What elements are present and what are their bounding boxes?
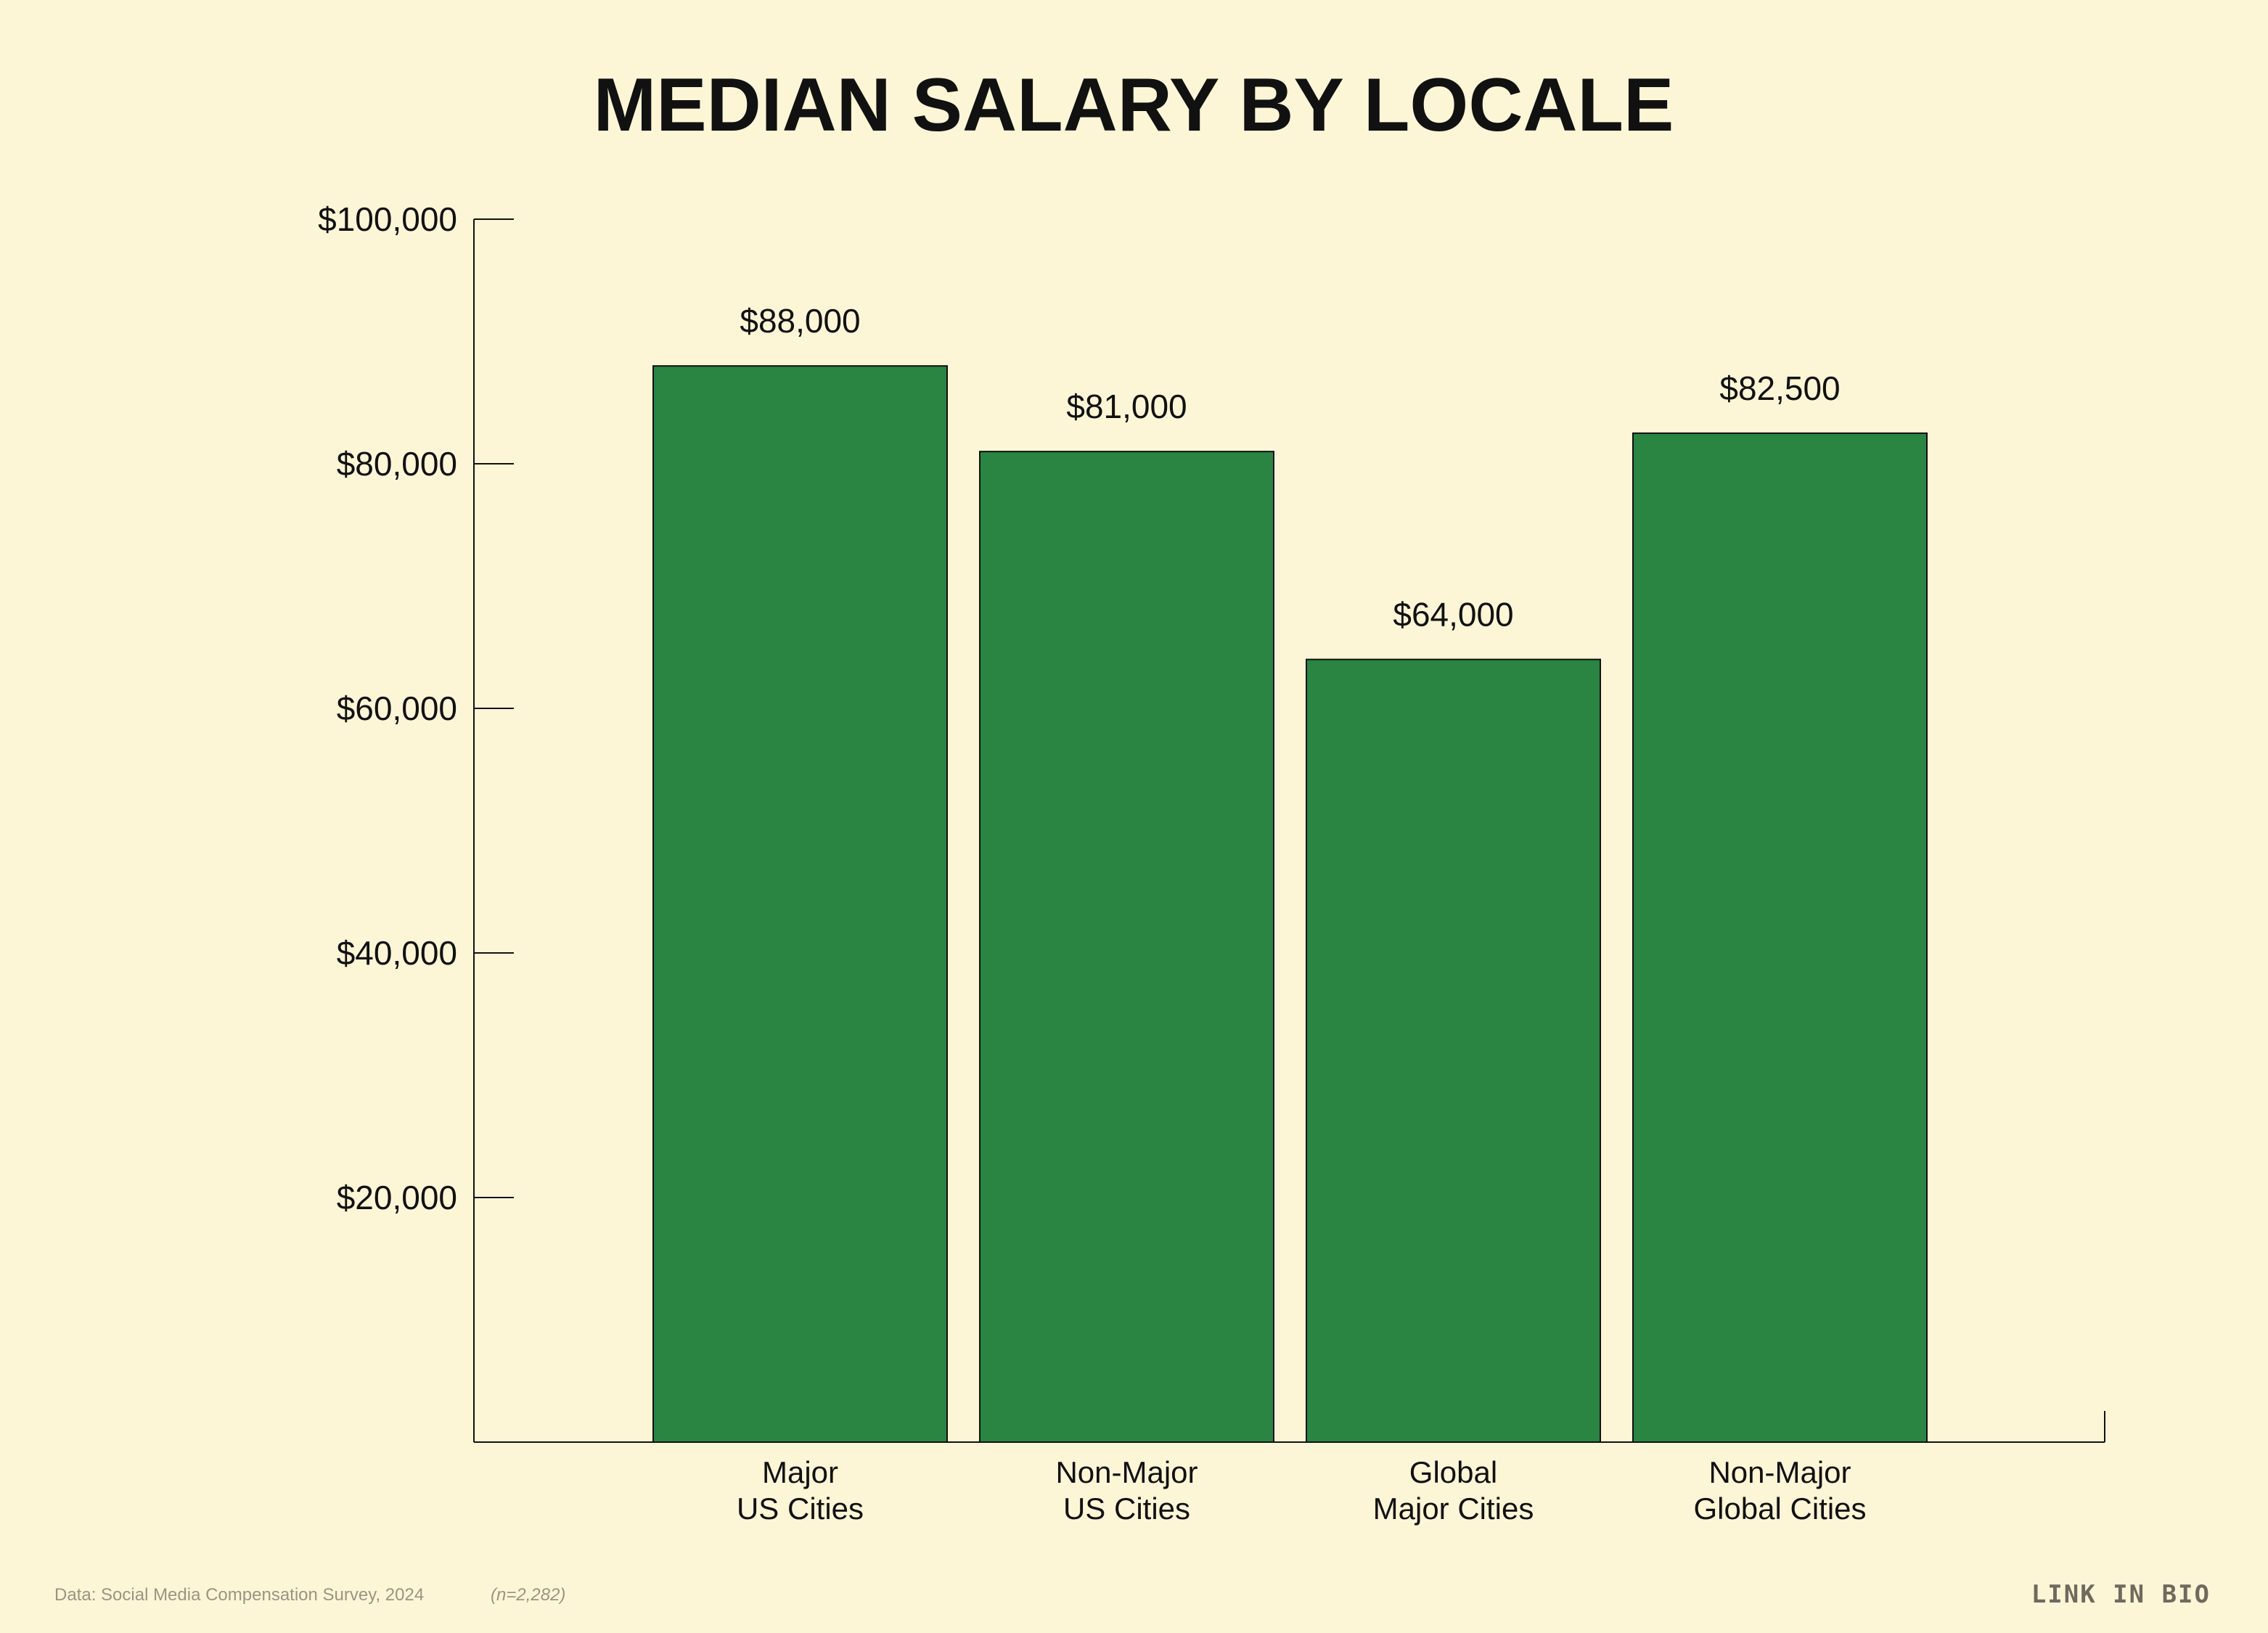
y-tick-label: $20,000: [337, 1179, 457, 1216]
y-tick-label: $60,000: [337, 689, 457, 727]
chart-title: MEDIAN SALARY BY LOCALE: [594, 63, 1674, 147]
bar-value-label: $64,000: [1393, 596, 1513, 634]
y-tick-label: $100,000: [318, 200, 457, 238]
bar-value-label: $88,000: [740, 302, 860, 340]
data-labels: $88,000 $81,000 $64,000 $82,500: [740, 302, 1840, 633]
sample-size-note: (n=2,282): [491, 1585, 565, 1605]
x-category-label: Global Cities: [1693, 1491, 1866, 1526]
bars: [652, 365, 1928, 1444]
brand-logo: LINK IN BIO: [2031, 1580, 2211, 1609]
x-category-label: Non-Major: [1708, 1455, 1851, 1489]
bar-value-label: $82,500: [1719, 369, 1840, 407]
source-note: Data: Social Media Compensation Survey, …: [54, 1585, 424, 1605]
x-category-label: Global: [1409, 1455, 1497, 1489]
bar: [652, 365, 948, 1444]
bar: [979, 451, 1274, 1443]
bar: [1306, 658, 1601, 1443]
bar-value-label: $81,000: [1066, 388, 1187, 425]
y-axis-ticks: $20,000 $40,000 $60,000 $80,000 $100,000: [318, 200, 514, 1216]
x-category-label: Major: [762, 1455, 838, 1489]
bar: [1632, 432, 1928, 1443]
x-category-label: US Cities: [737, 1491, 864, 1526]
x-category-label: Non-Major: [1055, 1455, 1198, 1489]
y-tick-label: $40,000: [337, 934, 457, 972]
x-category-label: US Cities: [1063, 1491, 1190, 1526]
x-category-label: Major Cities: [1373, 1491, 1534, 1526]
y-tick-label: $80,000: [337, 445, 457, 483]
